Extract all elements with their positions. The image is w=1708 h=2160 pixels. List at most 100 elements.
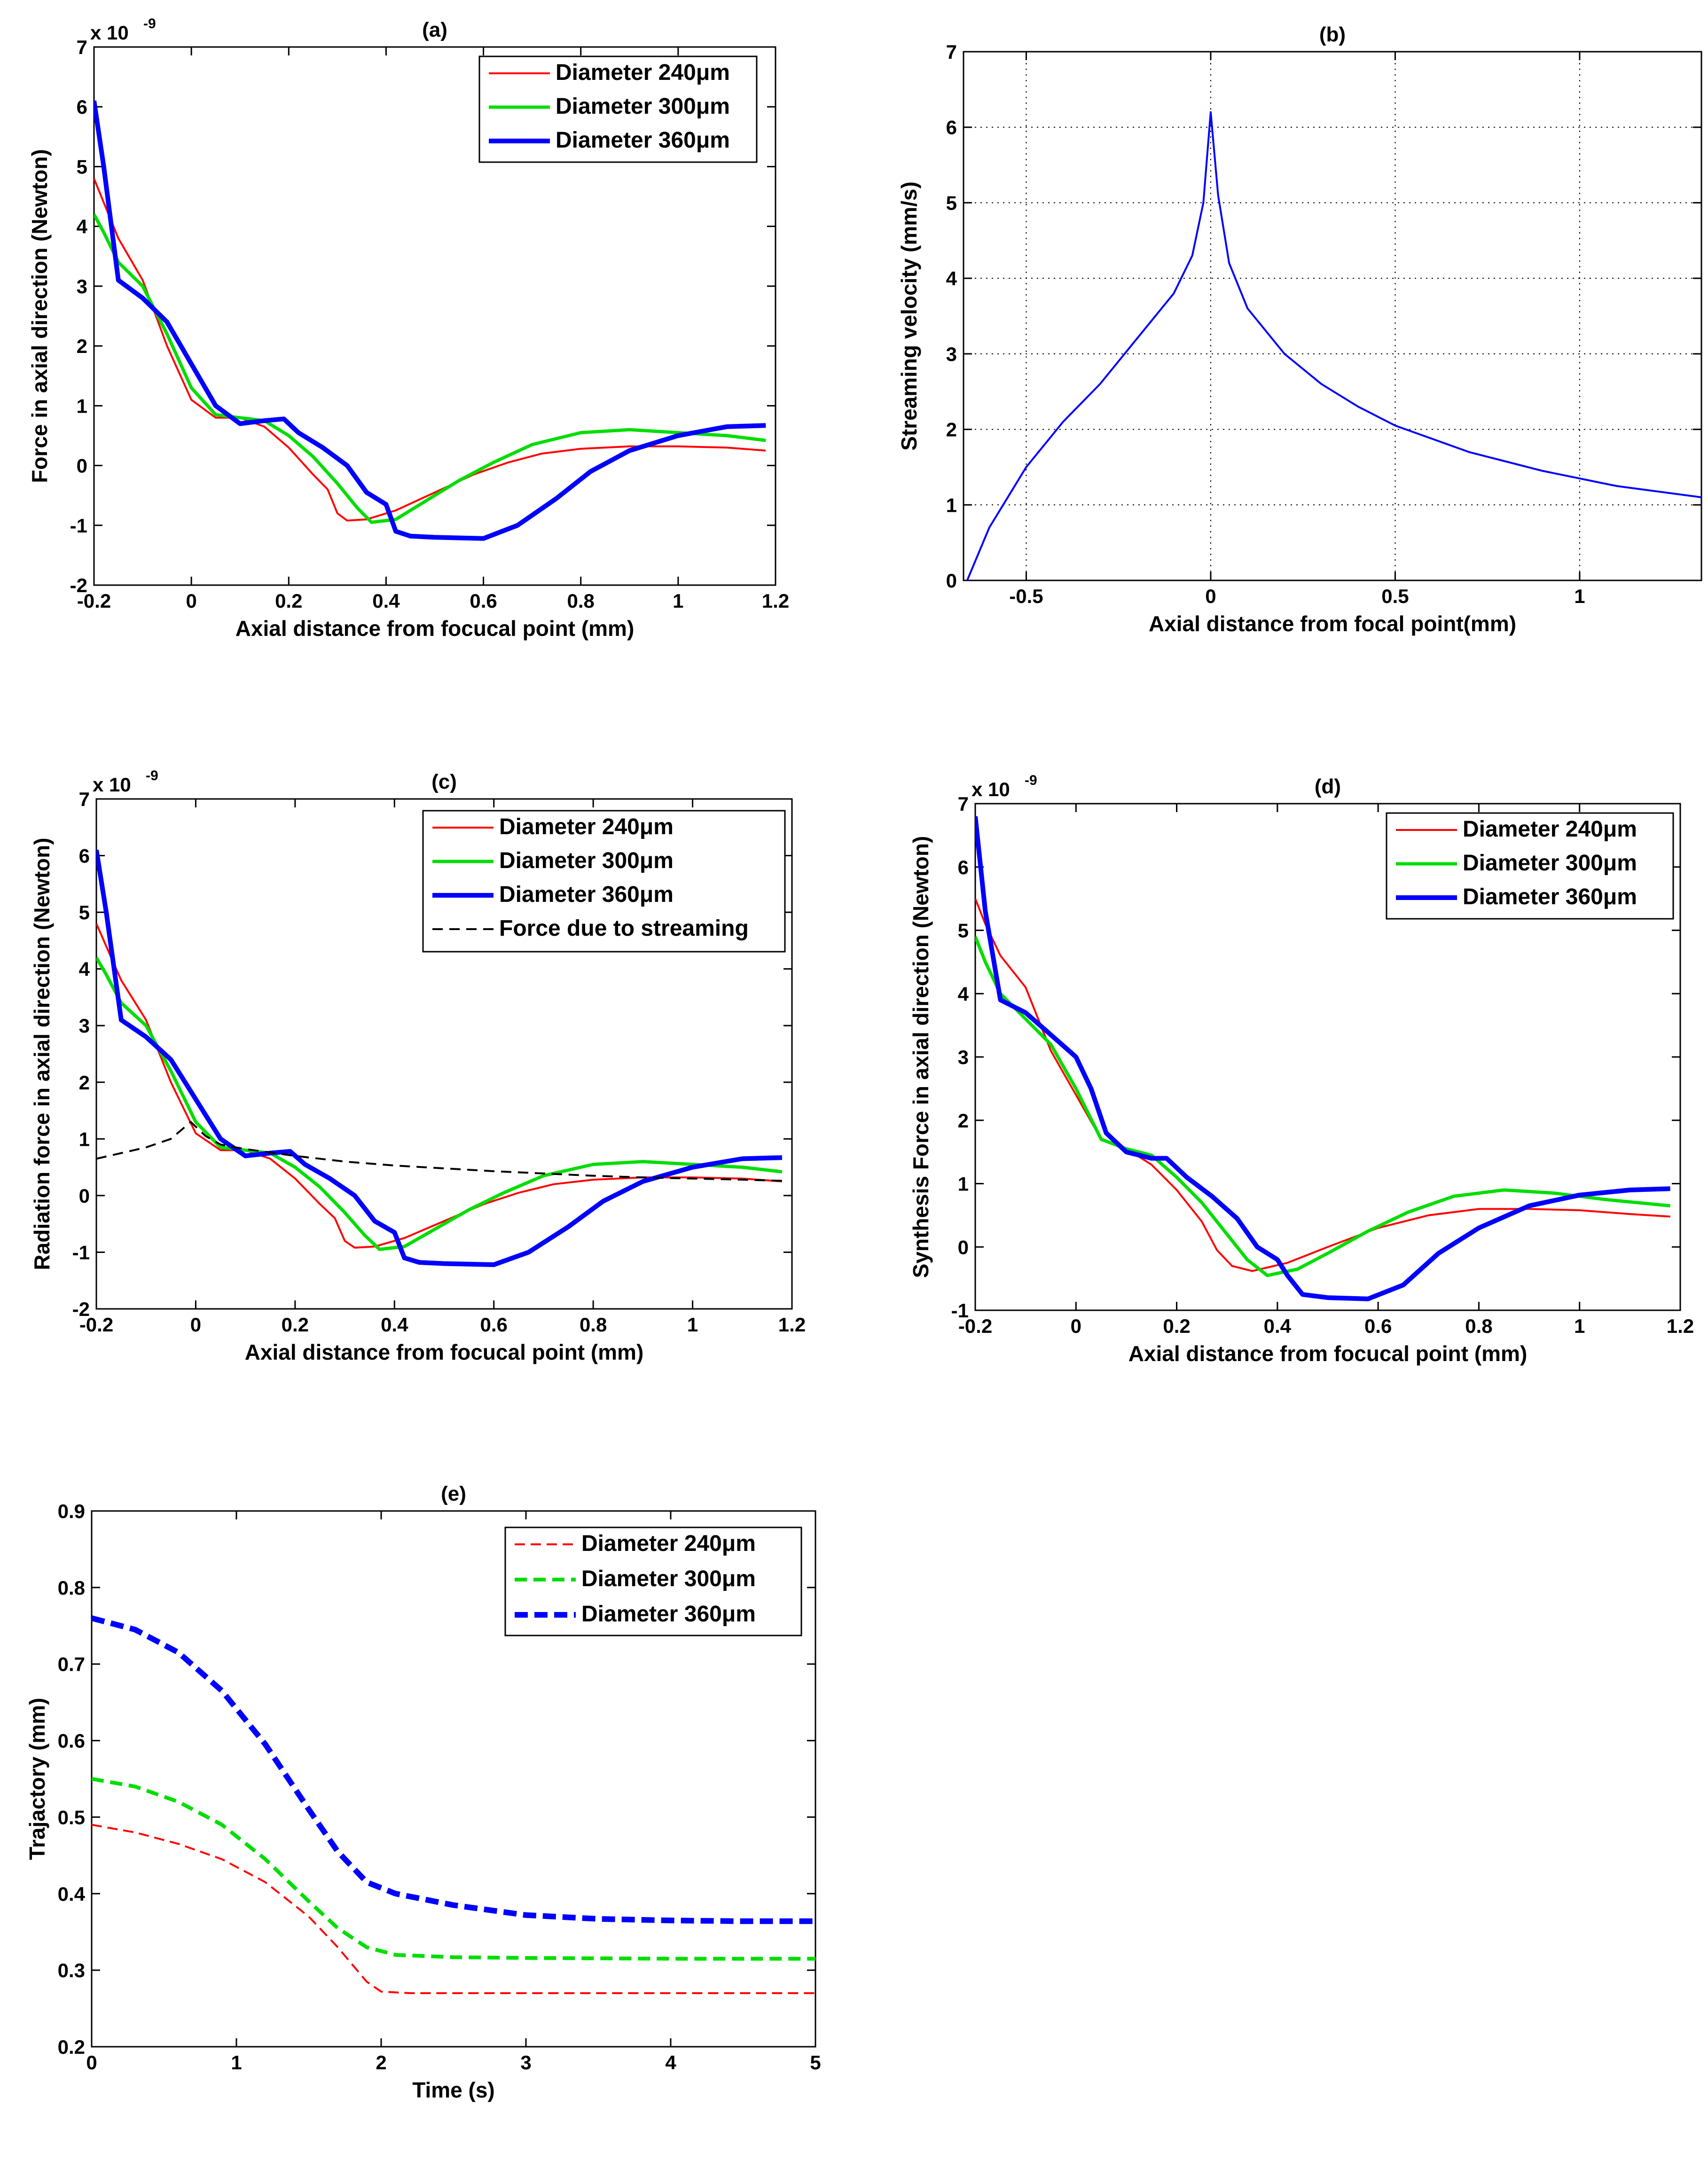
y-exponent-power: -9: [146, 768, 158, 783]
y-exponent-label: x 10: [90, 22, 129, 44]
y-tick-label: 2: [958, 1110, 969, 1132]
chart-b: -0.5 0 0.5 1 0 1 2 3 4 5 6 7 (b) Axial distance from …: [897, 23, 1702, 636]
y-tick-label: 5: [958, 920, 969, 942]
series-line-2: [94, 213, 766, 524]
y-tick-label: 4: [946, 267, 957, 290]
y-tick-label: 2: [77, 335, 87, 357]
y-tick-label: 0: [946, 570, 957, 592]
y-tick-label: 3: [77, 275, 87, 297]
x-tick-label: 0.4: [1264, 1315, 1292, 1337]
plot-frame: [95, 798, 793, 1310]
y-tick-label: 2: [79, 1072, 90, 1094]
legend-label-3: Diameter 360μm: [581, 1602, 756, 1627]
chart-a: -0.2 0 0.2 0.4 0.6 0.8 1 1.2 -2 -1 0 1 2 3 4 5 6 7x 10 -9 (…: [27, 16, 789, 641]
y-tick-label: 6: [79, 845, 90, 867]
plot-frame: [963, 51, 1702, 581]
x-tick-label: 0.2: [282, 1314, 309, 1336]
x-axis-label: Axial distance from focucal point (mm): [245, 1340, 644, 1364]
x-tick-label: 2: [376, 2051, 386, 2074]
y-tick-label: 5: [946, 192, 957, 214]
legend-label-2: Diameter 300μm: [556, 94, 730, 119]
x-tick-label: 0.6: [1364, 1315, 1392, 1337]
x-tick-label: 0.8: [1465, 1315, 1492, 1337]
x-axis-label: Time (s): [412, 2078, 495, 2102]
legend-label-2: Diameter 300μm: [581, 1566, 756, 1591]
x-tick-label: 0.8: [580, 1314, 607, 1336]
legend-label-1: Diameter 240μm: [556, 60, 730, 85]
x-tick-label: 0: [1071, 1315, 1081, 1337]
y-axis-label: Synthesis Force in axial direction (Newt…: [909, 836, 933, 1278]
y-tick-label: 0.5: [58, 1806, 85, 1828]
x-tick-label: 0.8: [567, 590, 595, 612]
y-tick-label: 0.6: [58, 1730, 85, 1752]
y-tick-label: -1: [951, 1299, 969, 1322]
chart-d: -0.2 0 0.2 0.4 0.6 0.8 1 1.2 -1 0 1 2 3 4 5 6 7x 10 -9 (d)…: [909, 773, 1694, 1366]
x-tick-label: 1: [687, 1314, 698, 1336]
legend-label-2: Diameter 300μm: [499, 848, 674, 873]
y-tick-label: 6: [958, 856, 969, 878]
chart-title: (e): [441, 1482, 466, 1505]
y-tick-label: 3: [946, 343, 957, 365]
x-tick-label: 1: [231, 2051, 242, 2074]
y-exponent-label: x 10: [93, 774, 131, 796]
series-line-1: [92, 1823, 815, 1994]
series-line-1: [96, 923, 783, 1249]
series-line-2: [96, 956, 783, 1251]
x-tick-label: 1: [1574, 1315, 1585, 1337]
series-line-3: [92, 1615, 815, 1924]
x-axis-label: Axial distance from focucal point (mm): [1128, 1341, 1528, 1366]
x-tick-label: 1.2: [1667, 1315, 1694, 1337]
series-line-2: [975, 936, 1670, 1277]
y-tick-label: 3: [79, 1015, 90, 1037]
x-axis-label: Axial distance from focucal point (mm): [235, 616, 635, 641]
x-tick-label: 5: [810, 2051, 821, 2074]
y-axis-label: Streaming velocity (mm/s): [897, 181, 921, 451]
x-tick-label: -0.2: [79, 1314, 113, 1336]
y-tick-label: 6: [77, 96, 87, 118]
x-axis-label: Axial distance from focal point(mm): [1149, 611, 1516, 636]
y-tick-label: 1: [946, 494, 957, 516]
x-tick-label: 1.2: [778, 1314, 806, 1336]
x-tick-label: 0.6: [480, 1314, 508, 1336]
y-tick-label: 4: [79, 958, 90, 980]
y-tick-label: 1: [79, 1128, 90, 1150]
x-tick-label: -0.5: [1009, 585, 1043, 607]
legend: Diameter 240μm Diameter 300μm Diameter 360…: [504, 1526, 802, 1636]
legend-label-2: Diameter 300μm: [1463, 851, 1637, 876]
x-tick-label: 0: [186, 590, 196, 612]
y-tick-label: 1: [77, 395, 87, 417]
y-tick-label: 0.7: [58, 1653, 85, 1675]
legend-label-1: Diameter 240μm: [581, 1531, 756, 1556]
series-line-2: [92, 1777, 815, 1961]
series-line-1: [966, 111, 1701, 580]
x-tick-label: 0: [190, 1314, 201, 1336]
chart-c: -0.2 0 0.2 0.4 0.6 0.8 1 1.2 -2 -1 0 1 2 3 4 5 6 7x 10 -9 (…: [30, 768, 806, 1364]
x-tick-label: 0.6: [470, 590, 497, 612]
legend-label-1: Diameter 240μm: [1463, 817, 1637, 842]
chart-title: (c): [431, 770, 457, 793]
y-exponent-power: -9: [1025, 773, 1037, 788]
x-tick-label: 0.4: [372, 590, 400, 612]
legend-label-3: Diameter 360μm: [556, 128, 730, 153]
y-tick-label: 0.4: [58, 1883, 86, 1905]
legend-label-3: Diameter 360μm: [1463, 884, 1637, 909]
y-tick-label: 7: [79, 788, 90, 810]
series-line-4: [96, 1121, 782, 1182]
x-tick-label: -0.2: [958, 1315, 992, 1337]
y-exponent-label: x 10: [972, 778, 1010, 800]
y-tick-label: 0.3: [58, 1959, 85, 1981]
x-tick-label: 4: [665, 2051, 676, 2074]
series-line-3: [975, 816, 1670, 1301]
series-line-1: [975, 898, 1670, 1272]
series-line-3: [96, 849, 783, 1267]
x-tick-label: 0: [1205, 585, 1216, 607]
y-tick-label: 0: [79, 1185, 90, 1207]
y-tick-label: 4: [77, 216, 88, 238]
series-line-3: [94, 100, 766, 541]
y-tick-label: 0.2: [58, 2036, 85, 2058]
y-tick-label: 0.8: [58, 1577, 85, 1599]
y-tick-label: 7: [77, 36, 87, 58]
y-exponent-power: -9: [143, 16, 156, 31]
x-tick-label: 3: [520, 2051, 531, 2074]
